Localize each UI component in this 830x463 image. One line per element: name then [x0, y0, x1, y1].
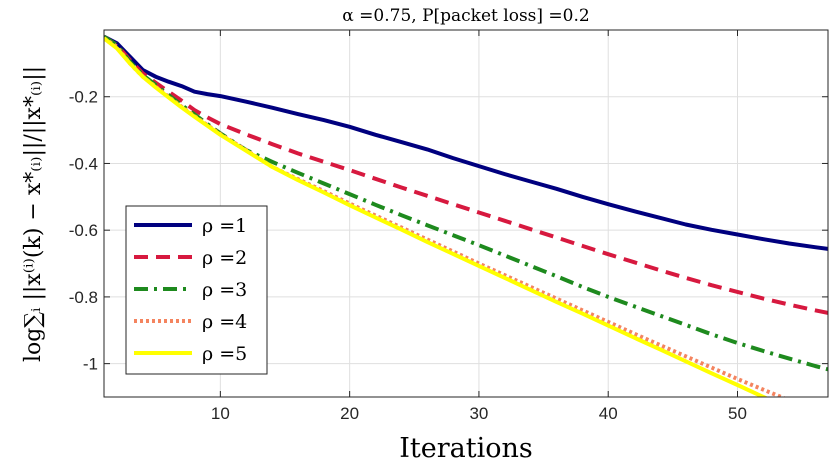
plot-frame	[103, 29, 829, 398]
legend-label-rho-1: ρ =1	[202, 215, 247, 237]
y-tick-label: -0.6	[69, 221, 98, 240]
y-tick-label: -1	[83, 355, 98, 374]
x-tick-label: 40	[599, 404, 618, 423]
x-axis-ticks: 10 20 30 40 50	[211, 30, 747, 423]
x-tick-label: 20	[340, 404, 359, 423]
y-axis-ticks: -0.2 -0.4 -0.6 -0.8 -1	[69, 88, 828, 374]
legend: ρ =1 ρ =2 ρ =3 ρ =4 ρ =5	[125, 205, 268, 375]
y-axis-label: log∑ᵢ ||x⁽ⁱ⁾(k) − x*₍ᵢ₎||/||x*₍ᵢ₎||	[21, 66, 46, 362]
legend-label-rho-2: ρ =2	[202, 247, 247, 269]
series-line-rho-1	[104, 34, 828, 251]
y-tick-label: -0.8	[69, 288, 98, 307]
series-line-rho-2	[104, 35, 828, 315]
y-tick-label: -0.2	[69, 88, 98, 107]
legend-label-rho-5: ρ =5	[202, 343, 247, 365]
x-axis-label: Iterations	[399, 433, 532, 463]
x-tick-label: 10	[211, 404, 230, 423]
x-tick-label: 50	[728, 404, 747, 423]
legend-box	[125, 205, 268, 375]
series-layer	[104, 34, 828, 397]
y-tick-label: -0.4	[69, 154, 98, 173]
series-line-rho-5	[104, 36, 769, 397]
legend-label-rho-3: ρ =3	[202, 279, 247, 301]
x-tick-label: 30	[469, 404, 488, 423]
chart-title: α =0.75, P[packet loss] =0.2	[342, 6, 589, 26]
legend-label-rho-4: ρ =4	[202, 311, 247, 333]
